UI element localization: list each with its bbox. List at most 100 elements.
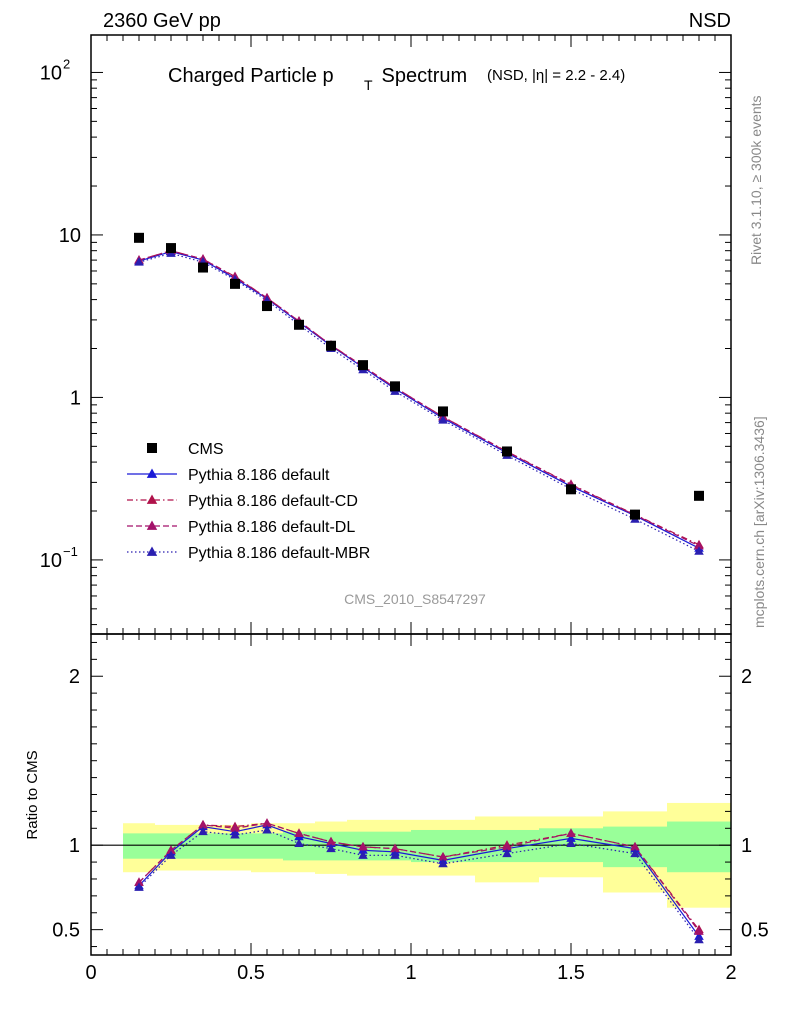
ratio-marker-pythia-8-186-default-mbr (230, 830, 240, 839)
ratio-marker-pythia-8-186-default-dl (502, 841, 512, 851)
title-subtitle: (NSD, |η| = 2.2 - 2.4) (487, 67, 625, 84)
uncertainty-band-inner (667, 821, 731, 873)
legend-label-pythia-8-186-default-mbr: Pythia 8.186 default-MBR (188, 545, 370, 562)
ratio-marker-pythia-8-186-default-dl (262, 818, 272, 827)
ratio-y-tick-label-left: 2 (69, 666, 80, 688)
cms-data-point (294, 319, 304, 330)
main-title: Charged Particle p T Spectrum (NSD, |η| … (168, 65, 625, 93)
ratio-line-pythia-8-186-default-dl (138, 822, 700, 932)
series-line-pythia-8-186-default-mbr (138, 252, 700, 552)
ratio-marker-pythia-8-186-default-dl (566, 828, 576, 837)
rivet-version-label: Rivet 3.1.10, ≥ 300k events (748, 95, 764, 265)
x-tick-label: 2 (725, 962, 736, 984)
mcplots-label: mcplots.cern.ch [arXiv:1306.3436] (751, 416, 767, 628)
ratio-line-pythia-8-186-default-cd (138, 822, 700, 931)
ratio-marker-pythia-8-186-default-mbr (566, 838, 576, 847)
legend-marker-pythia-8-186-default-mbr (146, 546, 158, 556)
y-tick-base: 10 (59, 225, 81, 247)
ratio-marker-pythia-8-186-default-dl (134, 877, 144, 886)
x-tick-label: 1.5 (557, 962, 585, 984)
ratio-marker-pythia-8-186-default-mbr (294, 838, 304, 847)
title-tail: Spectrum (376, 65, 467, 87)
cms-data-point (134, 232, 144, 243)
ratio-y-tick-label-right: 0.5 (741, 920, 769, 942)
x-tick-label: 0.5 (237, 962, 265, 984)
ratio-frame (90, 633, 732, 956)
ratio-marker-pythia-8-186-default-mbr (134, 882, 144, 891)
main-y-tick-label: 1 (70, 387, 81, 409)
legend-label-pythia-8-186-default-dl: Pythia 8.186 default-DL (188, 519, 355, 536)
ratio-line-pythia-8-186-default-mbr (138, 829, 700, 941)
cms-data-point (566, 484, 576, 495)
ratio-marker-pythia-8-186-default-dl (358, 841, 368, 851)
ratio-marker-pythia-8-186-default-mbr (262, 824, 272, 834)
ratio-marker-pythia-8-186-default-mbr (438, 858, 448, 868)
cms-data-point (166, 243, 176, 254)
ratio-marker-pythia-8-186-default-dl (294, 828, 304, 837)
process-label: NSD (689, 10, 731, 32)
series-line-pythia-8-186-default (138, 250, 700, 549)
y-tick-exponent: −1 (63, 544, 78, 559)
ratio-marker-pythia-8-186-default-mbr (630, 848, 640, 858)
ratio-marker-pythia-8-186-default-dl (438, 852, 448, 861)
legend-label-pythia-8-186-default: Pythia 8.186 default (188, 467, 330, 484)
ratio-marker-pythia-8-186-default-dl (694, 926, 704, 935)
energy-label: 2360 GeV pp (103, 10, 221, 32)
analysis-watermark: CMS_2010_S8547297 (344, 591, 486, 607)
cms-data-point (630, 509, 640, 520)
cms-data-point (502, 446, 512, 457)
ratio-y-tick-label-right: 2 (741, 666, 752, 688)
cms-data-point (438, 406, 448, 417)
main-y-tick-label: 10 −1 (40, 544, 78, 572)
legend-marker-cms (147, 443, 157, 453)
y-tick-exponent: 2 (63, 56, 70, 71)
main-y-tick-label: 10 2 (40, 56, 70, 84)
legend-label-cms: CMS (188, 441, 224, 458)
series-marker-pythia-8-186-default-mbr (438, 415, 448, 424)
legend-marker-pythia-8-186-default-dl (146, 520, 158, 530)
cms-data-point (694, 490, 704, 501)
ratio-marker-pythia-8-186-default-mbr (694, 934, 704, 944)
ratio-marker-pythia-8-186-default-dl (630, 841, 640, 851)
ratio-y-tick-label-left: 0.5 (52, 920, 80, 942)
ratio-marker-pythia-8-186-default-dl (230, 823, 240, 832)
cms-data-point (390, 381, 400, 392)
ratio-plot: 0 0.5 1 1.5 22 21 10.5 0.5 Ratio to CMS (24, 633, 769, 984)
x-tick-label: 1 (405, 962, 416, 984)
main-frame (90, 34, 732, 635)
ratio-y-tick-label-right: 1 (741, 835, 752, 857)
y-tick-base: 10 (40, 550, 62, 572)
main-y-tick-label: 10 (59, 225, 81, 247)
legend-marker-pythia-8-186-default-cd (146, 494, 158, 504)
title-subscript: T (364, 77, 373, 93)
y-tick-base: 10 (40, 62, 62, 84)
ratio-marker-pythia-8-186-default-dl (326, 836, 336, 846)
ratio-marker-pythia-8-186-default-dl (390, 843, 400, 853)
x-tick-label: 0 (85, 962, 96, 984)
uncertainty-band-inner (123, 833, 155, 859)
ratio-marker-pythia-8-186-default-mbr (358, 850, 368, 859)
uncertainty-band-inner (251, 833, 283, 859)
series-marker-pythia-8-186-default-mbr (134, 257, 144, 266)
ratio-marker-pythia-8-186-default-mbr (502, 848, 512, 858)
series-line-pythia-8-186-default-dl (138, 250, 700, 547)
cms-data-point (326, 340, 336, 351)
cms-data-point (358, 360, 368, 371)
cms-data-point (262, 301, 272, 312)
legend-marker-pythia-8-186-default (146, 468, 158, 478)
ratio-y-tick-label-left: 1 (69, 835, 80, 857)
legend: CMS Pythia 8.186 default Pythia 8.186 defa… (127, 441, 370, 562)
y-tick-base: 1 (70, 387, 81, 409)
series-marker-pythia-8-186-default-mbr (694, 546, 704, 555)
ratio-line-pythia-8-186-default (138, 824, 700, 937)
uncertainty-band-inner (187, 833, 219, 859)
ratio-marker-pythia-8-186-default-dl (198, 819, 208, 829)
ratio-marker-pythia-8-186-default (566, 833, 576, 842)
legend-label-pythia-8-186-default-cd: Pythia 8.186 default-CD (188, 493, 358, 510)
cms-data-point (230, 278, 240, 289)
ratio-marker-pythia-8-186-default-mbr (198, 826, 208, 836)
series-marker-pythia-8-186-default-dl (694, 540, 704, 550)
ratio-y-label: Ratio to CMS (24, 750, 41, 839)
